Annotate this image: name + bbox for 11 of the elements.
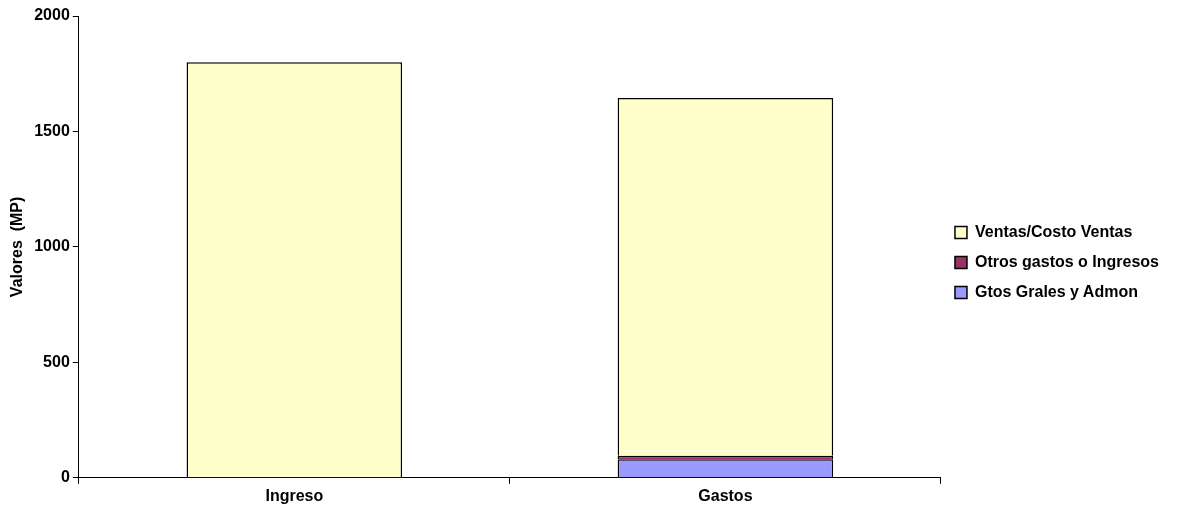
legend-label: Ventas/Costo Ventas <box>974 222 1133 240</box>
legend-label: Gtos Grales y Admon <box>974 282 1138 300</box>
y-tick-label: 2000 <box>34 6 70 24</box>
y-tick-label: 1500 <box>34 121 70 139</box>
x-tick-label: Ingreso <box>265 486 324 504</box>
x-tick-label: Gastos <box>698 486 753 504</box>
y-tick-label: 500 <box>43 352 70 370</box>
y-tick-label: 0 <box>60 468 70 486</box>
y-tick-label: 1000 <box>34 237 70 255</box>
y-axis-title: Valores (MP) <box>8 196 26 298</box>
legend-label: Otros gastos o Ingresos <box>974 252 1160 270</box>
